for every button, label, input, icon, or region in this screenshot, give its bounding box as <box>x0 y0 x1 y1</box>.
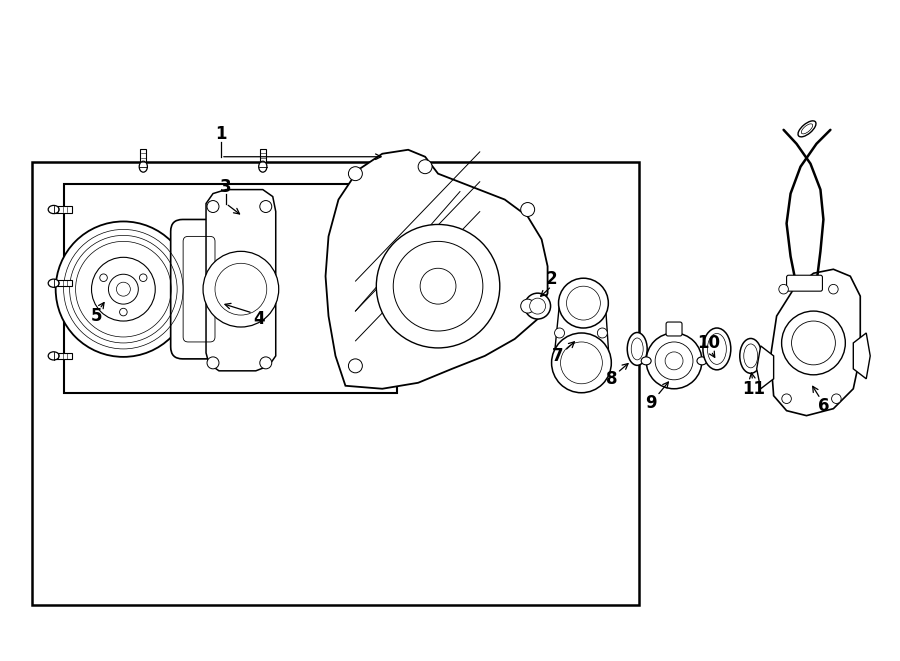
Circle shape <box>203 251 279 327</box>
Circle shape <box>140 274 147 282</box>
Bar <box>32 162 639 605</box>
Circle shape <box>116 282 130 296</box>
FancyBboxPatch shape <box>787 275 823 291</box>
Circle shape <box>92 257 155 321</box>
Circle shape <box>525 293 551 319</box>
Circle shape <box>420 268 456 304</box>
Polygon shape <box>853 333 870 379</box>
Circle shape <box>207 200 219 212</box>
Ellipse shape <box>627 332 647 366</box>
Ellipse shape <box>740 338 761 373</box>
Circle shape <box>521 202 535 217</box>
Polygon shape <box>140 149 147 167</box>
Text: 7: 7 <box>552 347 563 365</box>
Circle shape <box>554 328 564 338</box>
Ellipse shape <box>641 357 652 365</box>
Text: 3: 3 <box>220 178 232 196</box>
Circle shape <box>376 225 500 348</box>
Circle shape <box>778 284 788 294</box>
Polygon shape <box>260 149 265 167</box>
Circle shape <box>552 333 611 393</box>
Circle shape <box>418 160 432 174</box>
Ellipse shape <box>49 352 59 360</box>
Ellipse shape <box>703 328 731 370</box>
Circle shape <box>108 274 139 304</box>
Polygon shape <box>206 190 275 371</box>
Ellipse shape <box>49 206 59 214</box>
Bar <box>64 184 397 393</box>
Text: 5: 5 <box>91 307 103 325</box>
Circle shape <box>829 284 838 294</box>
Circle shape <box>832 394 842 403</box>
Polygon shape <box>770 269 860 416</box>
Circle shape <box>521 299 535 313</box>
Circle shape <box>559 278 608 328</box>
Circle shape <box>530 298 545 314</box>
FancyBboxPatch shape <box>171 219 232 359</box>
FancyBboxPatch shape <box>666 322 682 336</box>
Circle shape <box>348 359 363 373</box>
Polygon shape <box>326 150 547 389</box>
Circle shape <box>260 357 272 369</box>
Text: 2: 2 <box>545 270 557 288</box>
Ellipse shape <box>49 279 59 288</box>
Text: 1: 1 <box>215 125 227 143</box>
Circle shape <box>207 357 219 369</box>
Circle shape <box>348 167 363 180</box>
Text: 9: 9 <box>645 394 657 412</box>
Circle shape <box>120 308 127 316</box>
Polygon shape <box>54 280 72 286</box>
Circle shape <box>100 274 107 282</box>
Text: 8: 8 <box>606 369 617 388</box>
Ellipse shape <box>258 161 267 172</box>
Text: 6: 6 <box>818 397 829 414</box>
Circle shape <box>56 221 191 357</box>
Circle shape <box>782 394 791 403</box>
Ellipse shape <box>798 121 816 137</box>
Circle shape <box>598 328 608 338</box>
Text: 4: 4 <box>253 310 265 328</box>
Text: 10: 10 <box>698 334 720 352</box>
Circle shape <box>646 333 702 389</box>
Polygon shape <box>54 353 72 359</box>
Polygon shape <box>54 206 72 213</box>
Polygon shape <box>554 303 609 363</box>
Polygon shape <box>757 346 774 389</box>
Text: 11: 11 <box>742 380 765 398</box>
Ellipse shape <box>140 161 148 172</box>
Circle shape <box>260 200 272 212</box>
Ellipse shape <box>697 357 706 365</box>
Circle shape <box>781 311 845 375</box>
